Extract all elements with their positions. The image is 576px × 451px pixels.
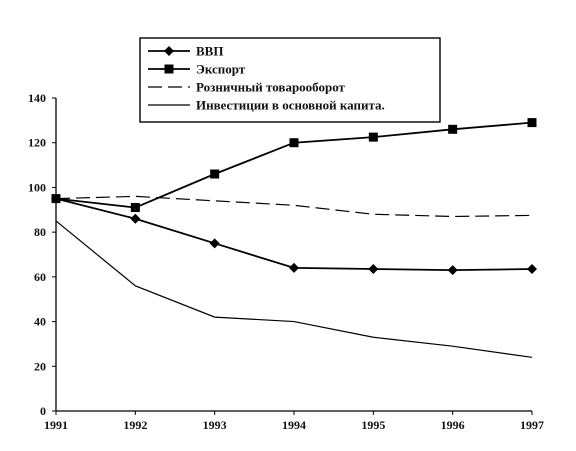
y-tick-label: 100	[28, 180, 46, 194]
data-point	[448, 124, 458, 134]
series-line	[55, 220, 533, 358]
y-tick-label: 80	[34, 225, 46, 239]
data-point	[447, 265, 458, 276]
x-tick-label: 1995	[361, 418, 385, 432]
data-point	[368, 264, 379, 275]
legend-label: Экспорт	[196, 62, 246, 77]
y-tick-label: 0	[40, 404, 46, 418]
data-point	[289, 138, 299, 148]
series-line	[55, 197, 533, 272]
series-group	[51, 118, 537, 358]
y-tick-label: 140	[28, 91, 46, 105]
x-tick-label: 1991	[44, 418, 68, 432]
x-tick-label: 1992	[123, 418, 147, 432]
data-point	[368, 132, 378, 142]
series-2	[51, 118, 537, 213]
axes	[52, 97, 533, 415]
data-point	[130, 213, 141, 224]
x-tick-label: 1996	[441, 418, 465, 432]
legend-item: Экспорт	[148, 62, 246, 77]
legend-label: Розничный товарооборот	[196, 80, 346, 95]
data-point	[210, 169, 220, 179]
series-4	[55, 220, 533, 358]
y-tick-label: 60	[34, 270, 46, 284]
data-point	[527, 118, 537, 128]
y-tick-label: 20	[34, 359, 46, 373]
x-tick-label: 1997	[520, 418, 544, 432]
legend-marker	[164, 64, 174, 74]
x-tick-label: 1994	[282, 418, 306, 432]
legend-item: Инвестиции в основной капита.	[148, 98, 385, 113]
data-point	[130, 203, 140, 213]
x-tick-label: 1993	[203, 418, 227, 432]
y-tick-label: 120	[28, 136, 46, 150]
legend: ВВП Экспорт Розничный товарооборот Инвестиц…	[139, 37, 441, 123]
series-line	[55, 121, 533, 209]
data-point	[209, 238, 220, 249]
legend-label: Инвестиции в основной капита.	[196, 98, 385, 113]
legend-item: ВВП	[148, 44, 223, 59]
legend-label: ВВП	[196, 44, 223, 59]
tick-labels: 0 20 40 60 80 100 120 140 1991 1992 1993 1994 1995 19…	[28, 91, 544, 432]
legend-item: Розничный товарооборот	[148, 80, 346, 95]
series-1	[51, 193, 537, 276]
legend-marker	[164, 46, 174, 56]
y-tick-label: 40	[34, 315, 46, 329]
data-point	[289, 262, 299, 273]
legend-box	[139, 37, 441, 123]
data-point	[527, 264, 537, 275]
